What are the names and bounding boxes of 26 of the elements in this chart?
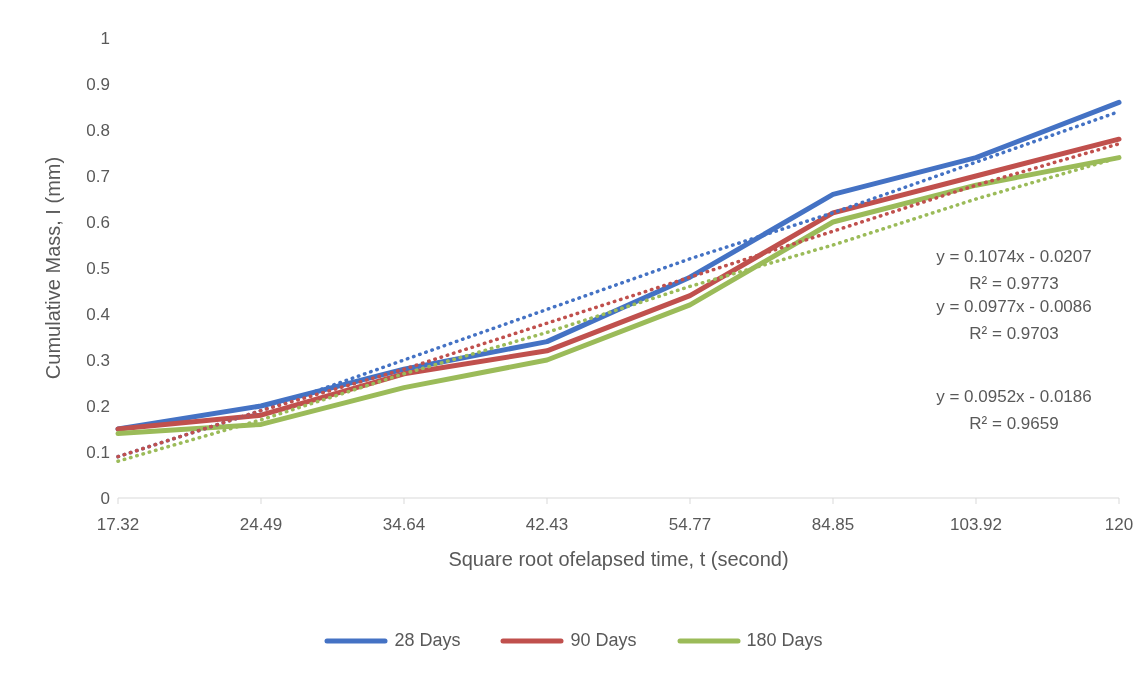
y-tick-label: 0.2: [86, 397, 110, 417]
y-tick-label: 0.5: [86, 259, 110, 279]
annotation: y = 0.0952x - 0.0186 R² = 0.9659: [935, 386, 1093, 435]
y-tick-label: 0.8: [86, 121, 110, 141]
legend-label: 180 Days: [746, 630, 823, 651]
y-tick-label: 0.3: [86, 351, 110, 371]
y-axis-title: Cumulative Mass, I (mm): [42, 156, 65, 380]
x-axis-title: Square root ofelapsed time, t (second): [448, 548, 789, 570]
y-tick-label: 0.7: [86, 167, 110, 187]
x-tick-label: 120: [1104, 515, 1134, 535]
x-tick-label: 84.85: [811, 515, 855, 535]
y-tick-label: 0: [100, 489, 110, 509]
y-tick-label: 0.1: [86, 443, 110, 463]
y-tick-label: 0.6: [86, 213, 110, 233]
annotation: y = 0.0977x - 0.0086 R² = 0.9703: [935, 296, 1093, 345]
x-tick-label: 42.43: [525, 515, 569, 535]
y-tick-label: 1: [100, 29, 110, 49]
y-tick-label: 0.9: [86, 75, 110, 95]
x-tick-label: 17.32: [96, 515, 140, 535]
x-tick-label: 24.49: [239, 515, 283, 535]
x-tick-label: 103.92: [950, 515, 1002, 535]
legend-label: 90 Days: [570, 630, 637, 651]
legend-label: 28 Days: [394, 630, 461, 651]
x-tick-label: 54.77: [668, 515, 712, 535]
x-tick-label: 34.64: [382, 515, 426, 535]
y-tick-label: 0.4: [86, 305, 110, 325]
